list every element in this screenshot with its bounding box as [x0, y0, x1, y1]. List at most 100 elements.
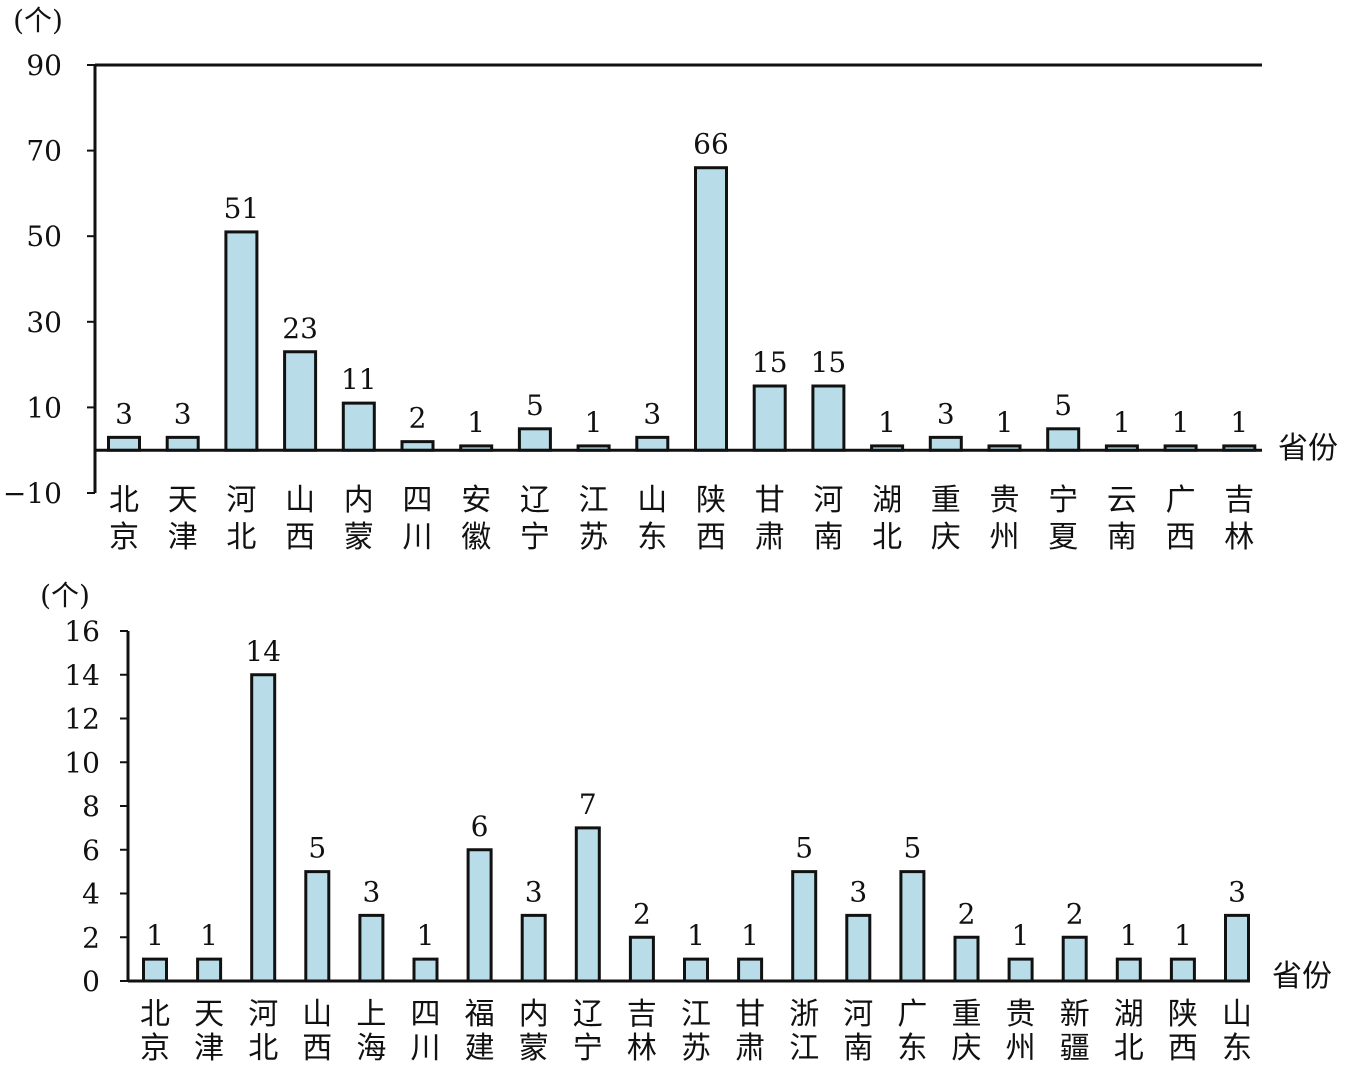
category-label: 东	[1222, 1031, 1252, 1066]
data-label: 5	[1054, 389, 1072, 422]
bar	[341, 401, 376, 452]
category-label: 天	[168, 483, 198, 518]
category-label: 河	[226, 483, 256, 518]
category-label: 东	[897, 1031, 927, 1066]
category-label: 福	[465, 997, 495, 1032]
category-label: 北	[226, 520, 256, 555]
data-label: 3	[1228, 875, 1246, 908]
y-tick-label: 16	[64, 615, 100, 648]
bar	[987, 444, 1022, 452]
y-tick-label: 14	[64, 659, 100, 692]
y-tick-label: 90	[26, 49, 62, 82]
category-label: 庆	[952, 1031, 982, 1066]
category-label: 林	[627, 1031, 657, 1066]
y-tick-label: 10	[26, 391, 62, 424]
bar	[635, 435, 670, 452]
category-label: 云	[1107, 483, 1137, 518]
bar	[283, 350, 318, 452]
bar	[737, 957, 764, 983]
data-label: 5	[903, 832, 921, 865]
bar	[1169, 957, 1196, 983]
category-label: 西	[1166, 520, 1196, 555]
bar	[870, 444, 905, 452]
data-label: 1	[878, 406, 896, 439]
bar	[928, 435, 963, 452]
category-label: 川	[411, 1031, 441, 1066]
category-label: 疆	[1060, 1031, 1090, 1066]
category-label: 苏	[681, 1031, 711, 1066]
category-label: 四	[403, 483, 433, 518]
category-label: 辽	[573, 997, 603, 1032]
bar	[1222, 444, 1257, 452]
category-label: 四	[411, 997, 441, 1032]
data-label: 1	[996, 406, 1014, 439]
data-label: 1	[1172, 406, 1190, 439]
category-label: 宁	[1048, 483, 1078, 518]
y-unit-label: (个)	[40, 579, 90, 612]
y-tick-label: 6	[82, 834, 100, 867]
x-axis-title: 省份	[1278, 431, 1338, 466]
data-label: 2	[409, 402, 427, 435]
category-label: 津	[194, 1031, 224, 1066]
x-axis-title: 省份	[1272, 959, 1332, 994]
y-tick-label: 4	[82, 878, 100, 911]
category-label: 东	[637, 520, 667, 555]
category-label: 重	[952, 997, 982, 1032]
data-label: 3	[174, 397, 192, 430]
bar	[576, 444, 611, 452]
bar	[412, 957, 439, 983]
y-tick-label: 30	[26, 306, 62, 339]
category-label: 京	[140, 1031, 170, 1066]
category-label: 山	[285, 483, 315, 518]
category-label: 安	[461, 483, 491, 518]
category-label: 蒙	[344, 520, 374, 555]
data-label: 1	[585, 406, 603, 439]
y-unit-label: (个)	[13, 4, 63, 37]
category-label: 西	[1168, 1031, 1198, 1066]
bar	[1224, 913, 1250, 983]
category-label: 北	[1114, 1031, 1144, 1066]
y-tick-label: 50	[26, 220, 62, 253]
data-label: 15	[752, 346, 788, 379]
category-label: 陕	[696, 483, 726, 518]
category-label: 南	[813, 520, 843, 555]
category-label: 湖	[1114, 997, 1144, 1032]
chart-1: (个)−101030507090省份3北京3天津51河北23山西11内蒙2四川1…	[3, 4, 1338, 555]
bar	[694, 166, 728, 452]
data-label: 3	[937, 397, 955, 430]
category-label: 西	[302, 1031, 332, 1066]
category-label: 北	[140, 997, 170, 1032]
category-label: 陕	[1168, 997, 1198, 1032]
bar	[845, 913, 872, 983]
category-label: 宁	[520, 520, 550, 555]
category-label: 蒙	[519, 1031, 549, 1066]
category-label: 内	[344, 483, 374, 518]
bar	[1007, 957, 1034, 983]
data-label: 5	[795, 832, 813, 865]
data-label: 2	[1066, 897, 1084, 930]
bar	[250, 673, 277, 983]
category-label: 州	[1006, 1031, 1036, 1066]
category-label: 夏	[1048, 520, 1078, 555]
category-label: 西	[285, 520, 315, 555]
category-label: 建	[465, 1031, 495, 1066]
category-label: 吉	[1224, 483, 1254, 518]
data-label: 1	[1012, 919, 1030, 952]
category-label: 川	[403, 520, 433, 555]
bar	[165, 435, 200, 452]
category-label: 宁	[573, 1031, 603, 1066]
bar	[1163, 444, 1198, 452]
category-label: 天	[194, 997, 224, 1032]
bar	[517, 427, 552, 452]
data-label: 1	[417, 919, 435, 952]
category-label: 湖	[872, 483, 902, 518]
category-label: 上	[356, 997, 386, 1032]
category-label: 庆	[931, 520, 961, 555]
y-tick-label: 0	[82, 965, 100, 998]
bar	[142, 957, 168, 983]
category-label: 南	[843, 1031, 873, 1066]
data-label: 1	[200, 919, 218, 952]
data-label: 11	[341, 363, 377, 396]
bar	[358, 913, 385, 983]
